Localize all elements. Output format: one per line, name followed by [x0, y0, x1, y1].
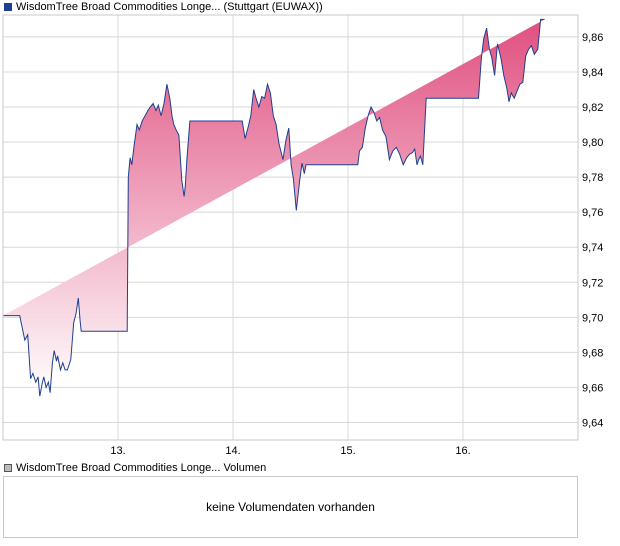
x-axis: 13. 14. 15. 16. [110, 445, 470, 457]
y-tick-label: 9,76 [582, 207, 603, 219]
price-line [3, 18, 545, 397]
y-tick-label: 9,74 [582, 242, 603, 254]
y-tick-label: 9,66 [582, 382, 603, 394]
grid-lines [3, 15, 578, 440]
y-tick-label: 9,86 [582, 32, 603, 44]
y-tick-label: 9,72 [582, 277, 603, 289]
price-area-fill [3, 19, 545, 397]
y-tick-label: 9,68 [582, 347, 603, 359]
y-tick-label: 9,80 [582, 137, 603, 149]
y-tick-label: 9,84 [582, 67, 603, 79]
y-tick-label: 9,82 [582, 102, 603, 114]
plot-frame [2, 14, 579, 441]
volume-legend-label: WisdomTree Broad Commodities Longe... Vo… [16, 462, 267, 474]
x-tick-label: 15. [340, 445, 355, 457]
y-tick-label: 9,70 [582, 312, 603, 324]
x-tick-label: 14. [225, 445, 240, 457]
volume-legend: WisdomTree Broad Commodities Longe... Vo… [4, 462, 266, 474]
x-tick-label: 13. [110, 445, 125, 457]
x-tick-label: 16. [455, 445, 470, 457]
price-legend: WisdomTree Broad Commodities Longe... (S… [4, 1, 323, 13]
price-series-swatch [4, 3, 12, 11]
volume-series-swatch [4, 464, 12, 472]
volume-empty-message: keine Volumendaten vorhanden [206, 500, 375, 514]
y-axis: 9,64 9,66 9,68 9,70 9,72 9,74 9,76 9,78 9,80 9,82… [582, 32, 603, 430]
y-tick-label: 9,78 [582, 172, 603, 184]
volume-panel: keine Volumendaten vorhanden [3, 476, 578, 538]
price-legend-label: WisdomTree Broad Commodities Longe... (S… [16, 1, 323, 13]
y-tick-label: 9,64 [582, 417, 603, 429]
price-chart: 9,64 9,66 9,68 9,70 9,72 9,74 9,76 9,78 9,80 9,82… [2, 14, 603, 457]
